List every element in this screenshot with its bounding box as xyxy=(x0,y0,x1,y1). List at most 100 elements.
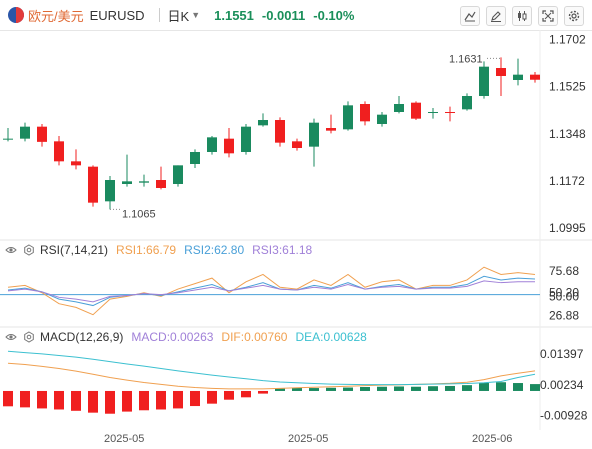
settings-icon[interactable] xyxy=(22,243,36,257)
dif-value: DIF:0.00760 xyxy=(221,330,288,344)
rsi-axis-tick: 50.00 xyxy=(549,290,579,304)
candle-body xyxy=(173,165,183,184)
macd-bar xyxy=(88,390,98,413)
macd-bar xyxy=(292,387,302,391)
rsi3-value: RSI3:61.18 xyxy=(252,243,313,257)
macd-bar xyxy=(445,385,455,391)
macd-bar xyxy=(394,386,404,391)
macd-bar xyxy=(462,385,472,391)
high-annotation: 1.1631 xyxy=(449,53,483,65)
macd-line-dif xyxy=(7,362,536,390)
macd-bar xyxy=(190,390,200,407)
price-axis-tick: 1.1525 xyxy=(549,80,586,94)
candle-body xyxy=(309,122,319,147)
rsi-axis-tick: 26.88 xyxy=(549,309,579,323)
candle-body xyxy=(88,166,98,203)
rsi-line-rsi2 xyxy=(7,275,536,307)
candle-body xyxy=(241,126,251,152)
candle-body xyxy=(3,138,13,140)
candle-body xyxy=(190,152,200,164)
candle-body xyxy=(122,181,132,184)
candle-body xyxy=(462,96,472,110)
macd-axis-tick: 0.00234 xyxy=(540,378,584,392)
macd-axis-tick: 0.01397 xyxy=(540,347,584,361)
candle-body xyxy=(275,120,285,143)
macd-bar xyxy=(139,390,149,411)
candle-body xyxy=(326,128,336,131)
macd-axis-tick: -0.00928 xyxy=(540,409,588,423)
candle-body xyxy=(37,126,47,142)
candle-body xyxy=(258,120,268,126)
price-change: -0.0011 xyxy=(261,7,306,23)
rsi2-value: RSI2:62.80 xyxy=(184,243,245,257)
candle-body xyxy=(105,180,115,202)
macd-bar xyxy=(377,386,387,391)
price-axis-tick: 1.1348 xyxy=(549,127,586,141)
candle-body xyxy=(207,137,217,152)
candle-body xyxy=(224,138,234,154)
macd-bar xyxy=(37,390,47,409)
rsi-axis-tick: 75.68 xyxy=(549,264,579,278)
candle-body xyxy=(479,66,489,96)
macd-bar xyxy=(54,390,64,410)
eye-icon[interactable] xyxy=(4,330,18,344)
macd-bar xyxy=(343,387,353,391)
settings-icon[interactable] xyxy=(564,6,584,26)
rsi1-value: RSI1:66.79 xyxy=(116,243,177,257)
macd-bar xyxy=(20,390,30,408)
candle-body xyxy=(292,141,302,148)
price-change-percent: -0.10% xyxy=(313,7,355,23)
macd-bar xyxy=(513,383,523,391)
candle-body xyxy=(513,74,523,80)
candle-body xyxy=(530,74,540,80)
draw-line-icon[interactable] xyxy=(460,6,480,26)
macd-bar xyxy=(105,390,115,414)
candle-body xyxy=(360,104,370,122)
rsi-line-rsi1 xyxy=(7,266,536,316)
pair-name[interactable]: 欧元/美元 xyxy=(28,8,84,24)
last-price: 1.1551 xyxy=(214,7,254,23)
candle-body xyxy=(411,102,421,119)
pencil-icon[interactable] xyxy=(486,6,506,26)
x-axis-tick: 2025-05 xyxy=(104,433,144,445)
macd-bar xyxy=(156,390,166,410)
chart-header: 欧元/美元 EURUSD 日K ▼ 1.1551 -0.0011 -0.10% xyxy=(0,0,592,31)
macd-bar xyxy=(326,387,336,391)
low-annotation: 1.1065 xyxy=(122,208,156,220)
rsi-line-rsi3 xyxy=(7,280,535,303)
candle-body xyxy=(20,126,30,139)
macd-bar xyxy=(411,386,421,391)
interval-selector[interactable]: 日K xyxy=(167,8,190,24)
candle-body xyxy=(139,181,149,183)
candle-body xyxy=(445,112,455,113)
dea-value: DEA:0.00628 xyxy=(295,330,367,344)
eye-icon[interactable] xyxy=(4,243,18,257)
macd-bar xyxy=(496,382,506,391)
candle-body xyxy=(496,68,506,76)
macd-name: MACD(12,26,9) xyxy=(40,330,124,344)
macd-bar xyxy=(275,388,285,391)
macd-bar xyxy=(122,390,132,412)
macd-bar xyxy=(309,388,319,391)
macd-bar xyxy=(258,390,268,394)
macd-value: MACD:0.00263 xyxy=(131,330,214,344)
macd-bar xyxy=(71,390,81,411)
fullscreen-icon[interactable] xyxy=(538,6,558,26)
toolbar xyxy=(460,6,584,26)
chevron-down-icon[interactable]: ▼ xyxy=(191,10,201,20)
candle-body xyxy=(377,114,387,124)
macd-bar xyxy=(3,390,13,407)
macd-bar xyxy=(224,390,234,400)
rsi-legend: RSI(7,14,21) RSI1:66.79 RSI2:62.80 RSI3:… xyxy=(4,243,320,257)
rsi-axis-tick: 50.20 xyxy=(549,285,579,299)
macd-bar xyxy=(479,383,489,391)
candle-type-icon[interactable] xyxy=(512,6,532,26)
settings-icon[interactable] xyxy=(22,330,36,344)
x-axis-tick: 2025-05 xyxy=(288,433,328,445)
price-axis-tick: 1.1172 xyxy=(549,174,585,188)
macd-bar xyxy=(207,390,217,404)
macd-line-dea xyxy=(7,350,536,386)
macd-bar xyxy=(360,387,370,391)
pair-symbol: EURUSD xyxy=(89,7,145,23)
